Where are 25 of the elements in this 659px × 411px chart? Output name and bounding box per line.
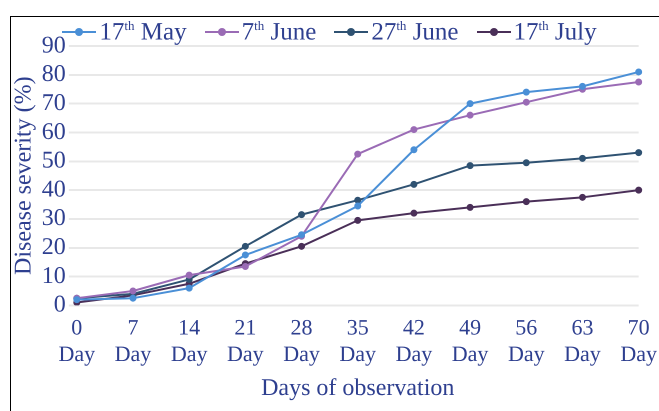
- y-tick-label: 10: [42, 262, 66, 289]
- y-tick-label: 90: [42, 32, 66, 58]
- legend-label: 17$^{th}$ May: [99, 18, 187, 46]
- x-tick-label: 28 Day: [283, 314, 320, 366]
- y-tick-label: 30: [42, 205, 66, 232]
- y-tick-label: 20: [42, 234, 66, 260]
- legend-label: 27$^{th}$ June: [371, 18, 459, 46]
- x-axis-title: Days of observation: [261, 374, 454, 401]
- legend-label: 7$^{th}$ June: [242, 18, 316, 46]
- legend-label: 17$^{th}$ July: [514, 18, 597, 46]
- x-tick-label: 49 Day: [452, 314, 488, 366]
- y-axis-title: Disease severity (%): [10, 76, 37, 275]
- x-tick-label: 70 Day: [620, 314, 657, 366]
- y-tick-label: 70: [42, 90, 66, 116]
- x-tick-label: 56 Day: [508, 314, 545, 366]
- x-tick-label: 14 Day: [170, 314, 208, 366]
- x-tick-label: 35 Day: [339, 314, 376, 366]
- x-tick-label: 63 Day: [564, 314, 601, 366]
- y-tick-label: 60: [42, 118, 66, 145]
- x-tick-label: 7 Day: [114, 314, 152, 366]
- y-tick-label: 50: [42, 148, 66, 174]
- y-tick-label: 80: [42, 61, 66, 88]
- y-tick-label: 40: [42, 176, 66, 202]
- x-tick-label: 42 Day: [396, 314, 432, 366]
- x-tick-label: 21 Day: [227, 314, 264, 366]
